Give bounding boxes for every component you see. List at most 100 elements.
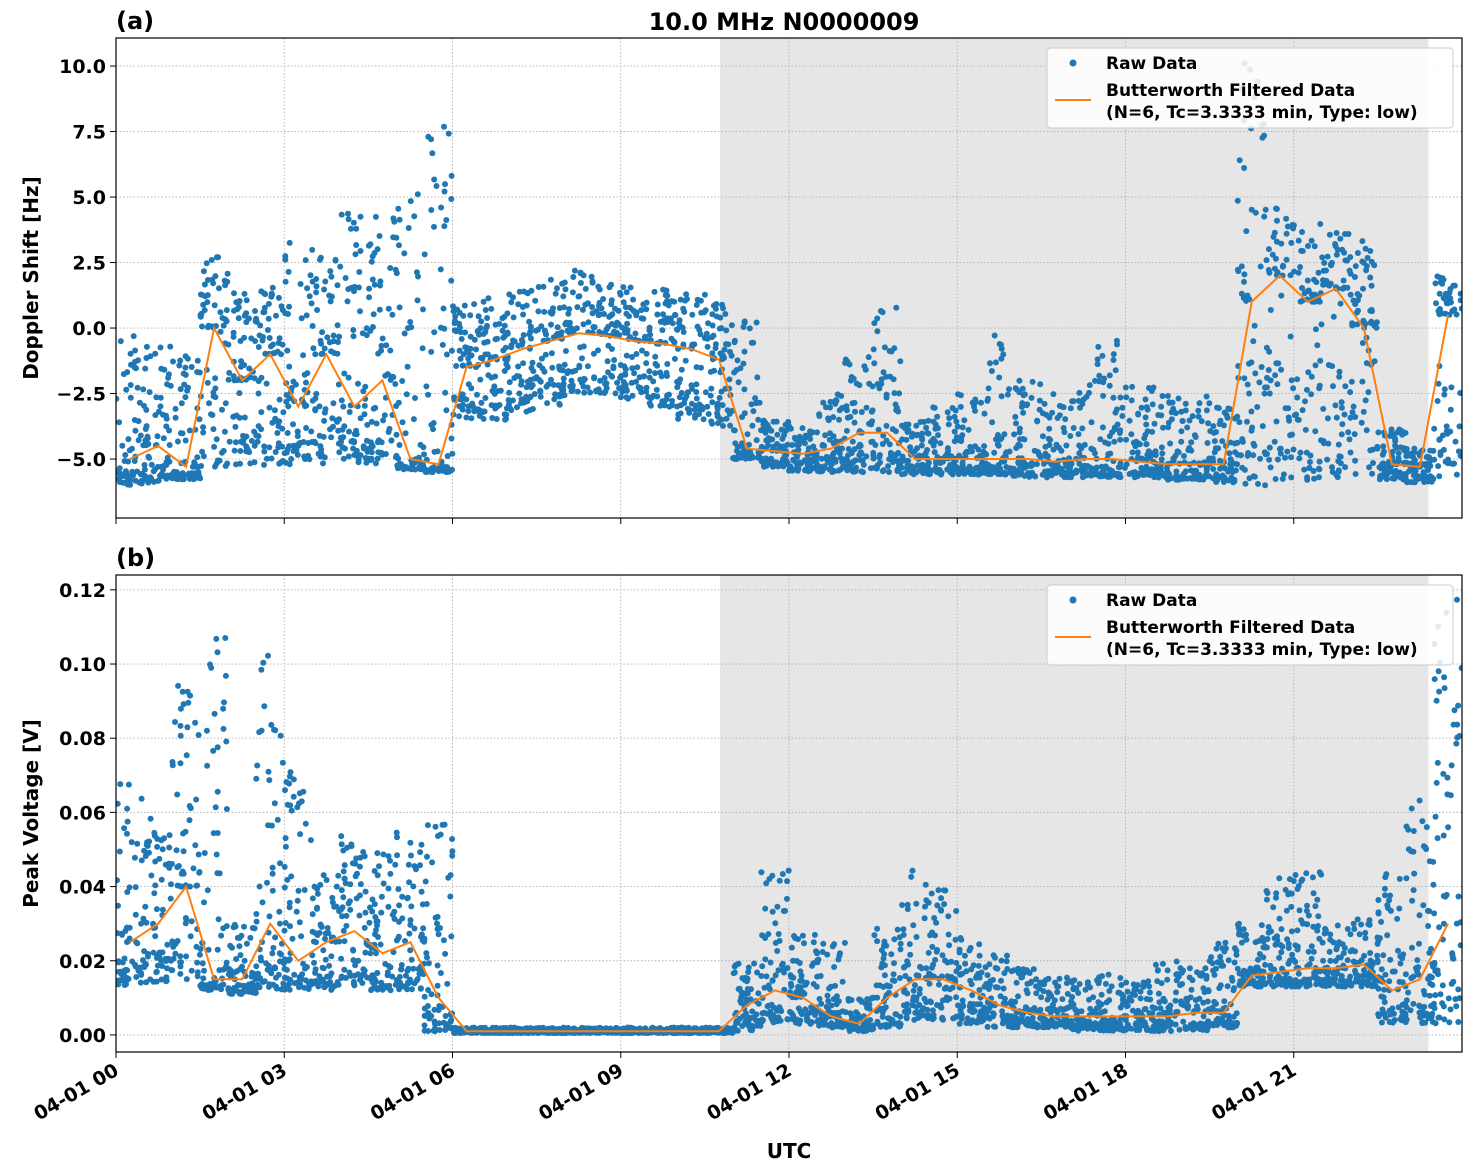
- raw-data-point: [450, 308, 457, 315]
- raw-data-point: [537, 378, 544, 385]
- raw-data-point: [893, 304, 900, 311]
- raw-data-point: [195, 851, 202, 858]
- raw-data-point: [311, 883, 318, 890]
- raw-data-point: [177, 732, 184, 739]
- raw-data-point: [822, 432, 829, 439]
- raw-data-point: [286, 303, 293, 310]
- raw-data-point: [1060, 425, 1067, 431]
- raw-data-point: [132, 963, 139, 970]
- raw-data-point: [659, 327, 666, 334]
- raw-data-point: [448, 172, 455, 179]
- raw-data-point: [321, 286, 328, 293]
- raw-data-point: [689, 385, 696, 392]
- raw-data-point: [886, 441, 893, 448]
- raw-data-point: [951, 428, 958, 435]
- raw-data-point: [163, 423, 170, 430]
- raw-data-point: [410, 416, 417, 423]
- raw-data-point: [1347, 291, 1354, 298]
- raw-data-point: [257, 322, 264, 329]
- raw-data-point: [683, 393, 690, 400]
- raw-data-point: [622, 366, 629, 373]
- raw-data-point: [861, 363, 868, 370]
- y-tick-label: −5.0: [56, 449, 106, 471]
- raw-data-point: [132, 477, 139, 484]
- raw-data-point: [1434, 398, 1441, 404]
- raw-data-point: [434, 982, 441, 989]
- raw-data-point: [508, 342, 515, 349]
- raw-data-point: [700, 416, 707, 423]
- raw-data-point: [1435, 380, 1442, 387]
- raw-data-point: [1334, 246, 1341, 253]
- raw-data-point: [125, 781, 132, 788]
- raw-data-point: [249, 980, 256, 987]
- raw-data-point: [448, 196, 455, 202]
- raw-data-point: [930, 418, 937, 425]
- raw-data-point: [288, 807, 295, 814]
- raw-data-point: [1266, 456, 1273, 463]
- raw-data-point: [480, 408, 487, 415]
- raw-data-point: [1239, 438, 1246, 445]
- raw-data-point: [746, 441, 752, 448]
- raw-data-point: [131, 854, 138, 861]
- raw-data-point: [290, 442, 297, 449]
- raw-data-point: [408, 852, 414, 859]
- raw-data-point: [741, 319, 748, 326]
- raw-data-point: [318, 446, 325, 453]
- raw-data-point: [1196, 475, 1203, 482]
- raw-data-point: [338, 397, 345, 404]
- raw-data-point: [158, 876, 165, 883]
- raw-data-point: [617, 362, 624, 368]
- y-tick-label: 0.04: [59, 877, 106, 899]
- raw-data-point: [214, 744, 221, 751]
- raw-data-point: [693, 389, 700, 395]
- raw-data-point: [182, 920, 189, 927]
- raw-data-point: [755, 416, 762, 423]
- raw-data-point: [1166, 399, 1173, 406]
- raw-data-point: [597, 377, 604, 384]
- raw-data-point: [282, 835, 289, 842]
- raw-data-point: [305, 986, 312, 992]
- raw-data-point: [830, 414, 837, 421]
- raw-data-point: [1332, 402, 1339, 409]
- raw-data-point: [448, 277, 455, 284]
- raw-data-point: [263, 455, 270, 462]
- raw-data-point: [253, 911, 260, 917]
- raw-data-point: [703, 330, 710, 337]
- raw-data-point: [535, 284, 542, 290]
- raw-data-point: [255, 390, 262, 397]
- raw-data-point: [298, 798, 305, 805]
- raw-data-point: [463, 414, 470, 421]
- raw-data-point: [742, 455, 749, 462]
- raw-data-point: [280, 980, 287, 987]
- raw-data-point: [235, 315, 242, 322]
- raw-data-point: [353, 895, 360, 902]
- raw-data-point: [673, 326, 680, 333]
- raw-data-point: [1279, 475, 1286, 482]
- raw-data-point: [357, 976, 363, 983]
- raw-data-point: [249, 925, 256, 931]
- raw-data-point: [182, 394, 189, 401]
- raw-data-point: [258, 666, 265, 673]
- raw-data-point: [658, 373, 665, 380]
- raw-data-point: [302, 977, 309, 984]
- raw-data-point: [239, 963, 245, 970]
- raw-data-point: [1349, 409, 1356, 416]
- raw-data-point: [1368, 258, 1375, 265]
- raw-data-point: [1026, 473, 1033, 480]
- raw-data-point: [1079, 425, 1086, 432]
- raw-data-point: [236, 943, 243, 950]
- raw-data-point: [159, 906, 166, 913]
- raw-data-point: [1259, 423, 1266, 430]
- raw-data-point: [279, 443, 285, 450]
- raw-data-point: [505, 397, 512, 403]
- raw-data-point: [725, 341, 732, 348]
- raw-data-point: [158, 976, 165, 983]
- raw-data-point: [180, 701, 187, 708]
- raw-data-point: [845, 446, 852, 452]
- raw-data-point: [614, 379, 621, 386]
- raw-data-point: [436, 1020, 443, 1027]
- raw-data-point: [737, 365, 744, 372]
- raw-data-point: [1436, 436, 1443, 443]
- raw-data-point: [237, 952, 244, 959]
- raw-data-point: [874, 381, 881, 387]
